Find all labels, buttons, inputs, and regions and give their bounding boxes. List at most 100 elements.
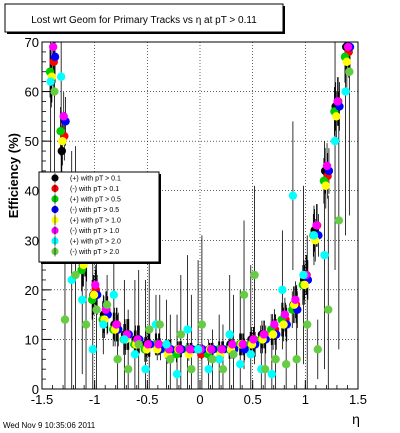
data-point: [113, 355, 122, 364]
x-tick-label: -1: [89, 392, 101, 407]
data-point: [300, 280, 309, 290]
data-point: [71, 270, 80, 280]
series-8: [50, 67, 354, 374]
data-point: [334, 216, 344, 225]
data-point: [228, 340, 237, 349]
x-tick-label: 1.5: [349, 392, 367, 407]
data-point: [292, 355, 301, 364]
series-6: [48, 42, 353, 354]
legend-label: (-) with pT > 1.0: [70, 228, 119, 235]
data-point: [123, 364, 133, 374]
legend-label: (-) with pT > 0.1: [70, 186, 119, 193]
y-tick-label: 30: [25, 233, 39, 248]
data-point: [50, 87, 59, 96]
data-point: [278, 285, 287, 295]
data-point: [333, 97, 342, 106]
data-point: [225, 330, 234, 339]
data-point: [270, 320, 279, 329]
y-tick-label: 50: [25, 134, 39, 149]
y-tick-label: 60: [25, 85, 39, 100]
data-point: [204, 364, 213, 374]
data-point: [172, 369, 182, 379]
data-point: [309, 231, 319, 240]
data-point: [332, 112, 341, 121]
legend-label: (+) with pT > 0.5: [70, 197, 121, 204]
y-tick-label: 10: [25, 332, 39, 347]
data-point: [236, 360, 245, 369]
data-point: [50, 52, 60, 62]
data-point: [303, 320, 312, 329]
data-point: [59, 112, 68, 121]
data-point: [89, 290, 99, 300]
data-point: [312, 221, 321, 230]
data-point: [176, 330, 186, 339]
x-tick-label: 0: [196, 392, 203, 407]
y-tick-label: 70: [25, 35, 39, 50]
data-point: [141, 364, 150, 374]
data-point: [187, 364, 196, 374]
data-point: [291, 295, 300, 304]
data-point: [60, 315, 70, 324]
data-point: [185, 345, 195, 354]
data-point: [218, 364, 228, 374]
legend-label: (+) with pT > 0.1: [70, 176, 121, 183]
data-point: [217, 345, 226, 354]
legend-label: (+) with pT > 2.0: [70, 239, 121, 246]
data-point: [343, 42, 353, 52]
legend-box: [38, 171, 160, 263]
data-points: [45, 42, 355, 379]
data-point: [345, 67, 354, 76]
data-point: [155, 320, 164, 329]
x-tick-label: 0.5: [244, 392, 262, 407]
x-tick-label: -1.5: [31, 392, 53, 407]
y-axis-label: Efficiency (%): [6, 133, 21, 218]
data-point: [271, 355, 280, 364]
data-point: [299, 270, 308, 280]
data-point: [175, 345, 184, 354]
data-point: [214, 355, 224, 364]
data-point: [145, 325, 154, 334]
data-point: [259, 330, 269, 339]
x-tick-label: 1: [302, 392, 309, 407]
data-point: [249, 335, 258, 344]
data-point: [48, 42, 58, 52]
data-point: [197, 320, 207, 329]
y-tick-label: 40: [25, 184, 39, 199]
data-point: [206, 345, 216, 354]
data-point: [280, 310, 290, 319]
data-point: [130, 350, 140, 359]
data-point: [112, 320, 121, 329]
data-point: [46, 77, 55, 86]
data-point: [322, 161, 332, 171]
data-point: [109, 290, 119, 300]
data-point: [78, 295, 87, 304]
data-point: [238, 340, 247, 349]
data-point: [88, 345, 97, 354]
data-point: [92, 305, 101, 314]
legend-label: (-) with pT > 2.0: [70, 249, 119, 256]
data-point: [324, 305, 333, 314]
legend-label: (-) with pT > 0.5: [70, 207, 119, 214]
data-point: [250, 270, 259, 280]
grid-lines: [42, 42, 358, 389]
y-tick-label: 0: [32, 382, 39, 397]
data-point: [320, 250, 329, 260]
data-point: [341, 87, 350, 96]
data-point: [208, 355, 217, 364]
data-point: [330, 136, 340, 146]
data-point: [134, 340, 143, 349]
chart-title: Lost wrt Geom for Primary Tracks vs η at…: [31, 15, 257, 26]
data-point: [162, 340, 171, 349]
data-point: [239, 290, 249, 300]
data-point: [57, 146, 67, 156]
data-point: [246, 350, 255, 359]
data-point: [56, 72, 66, 81]
x-tick-label: -0.5: [136, 392, 158, 407]
data-point: [81, 320, 91, 329]
data-point: [268, 330, 278, 339]
data-point: [91, 280, 100, 290]
legend-label: (+) with pT > 1.0: [70, 218, 121, 225]
data-point: [102, 300, 112, 309]
data-point: [99, 320, 108, 329]
